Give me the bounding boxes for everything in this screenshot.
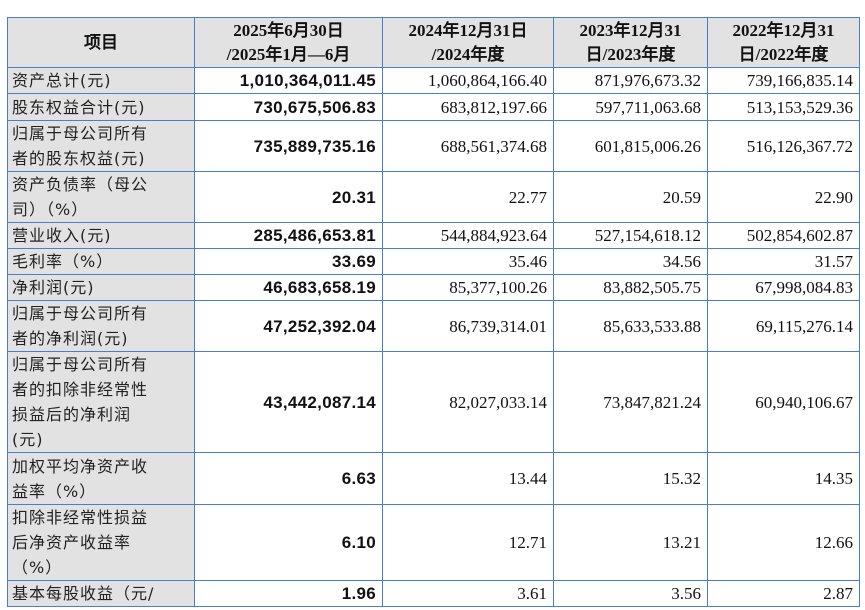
value-cell: 22.90 — [707, 171, 860, 223]
value-cell: 20.31 — [194, 171, 383, 223]
value-cell: 86,739,314.01 — [382, 300, 554, 352]
value-cell: 513,153,529.36 — [707, 93, 860, 121]
table-row: 净利润(元) 46,683,658.19 85,377,100.26 83,882,5… — [7, 274, 860, 301]
row-label: 营业收入(元) — [7, 222, 195, 249]
value-cell: 735,889,735.16 — [194, 120, 383, 172]
value-cell: 85,633,533.88 — [553, 300, 708, 352]
row-label: 净利润(元) — [7, 274, 195, 301]
value-cell: 1,010,364,011.45 — [194, 67, 383, 94]
value-cell: 34.56 — [553, 248, 708, 275]
table-row: 营业收入(元) 285,486,653.81 544,884,923.64 527,1… — [7, 222, 860, 249]
table-row: 基本每股收益（元/1.96 3.61 3.56 2.87 — [7, 580, 860, 607]
value-cell: 13.21 — [553, 504, 708, 581]
row-label: 归属于母公司所有 者的净利润(元) — [7, 300, 195, 352]
value-cell: 2.87 — [707, 580, 860, 607]
value-cell: 601,815,006.26 — [553, 120, 708, 172]
header-label: 2023年12月31 日/2023年度 — [579, 20, 682, 64]
value-cell: 14.35 — [707, 452, 860, 505]
value-cell: 33.69 — [194, 248, 383, 275]
table-row: 资产总计(元) 1,010,364,011.45 1,060,864,166.40 8… — [7, 67, 860, 94]
row-label: 扣除非经常性损益 后净资产收益率 （%） — [7, 504, 195, 581]
value-cell: 15.32 — [553, 452, 708, 505]
row-label: 基本每股收益（元/ — [7, 580, 195, 607]
header-2024: 2024年12月31日 /2024年度 — [382, 17, 554, 68]
value-cell: 47,252,392.04 — [194, 300, 383, 352]
value-cell: 82,027,033.14 — [382, 351, 554, 453]
header-item: 项目 — [7, 17, 195, 68]
row-label: 加权平均净资产收 益率（%） — [7, 452, 195, 505]
value-cell: 20.59 — [553, 171, 708, 223]
header-label: 项目 — [84, 32, 118, 52]
table-header-row: 项目 2025年6月30日 /2025年1月—6月 2024年12月31日 /2… — [7, 17, 860, 68]
row-label: 归属于母公司所有 者的股东权益(元) — [7, 120, 195, 172]
value-cell: 67,998,084.83 — [707, 274, 860, 301]
value-cell: 516,126,367.72 — [707, 120, 860, 172]
table-row: 归属于母公司所有 者的净利润(元) 47,252,392.04 86,739,314… — [7, 300, 860, 352]
value-cell: 688,561,374.68 — [382, 120, 554, 172]
row-label: 归属于母公司所有 者的扣除非经常性 损益后的净利润 (元) — [7, 351, 195, 453]
financial-summary-table: 项目 2025年6月30日 /2025年1月—6月 2024年12月31日 /2… — [7, 17, 860, 607]
value-cell: 12.71 — [382, 504, 554, 581]
header-2025h1: 2025年6月30日 /2025年1月—6月 — [194, 17, 383, 68]
value-cell: 3.61 — [382, 580, 554, 607]
value-cell: 6.63 — [194, 452, 383, 505]
value-cell: 683,812,197.66 — [382, 93, 554, 121]
value-cell: 83,882,505.75 — [553, 274, 708, 301]
row-label: 资产总计(元) — [7, 67, 195, 94]
value-cell: 69,115,276.14 — [707, 300, 860, 352]
value-cell: 85,377,100.26 — [382, 274, 554, 301]
table-row: 扣除非经常性损益 后净资产收益率 （%） 6.10 12.71 13.21 12.66 — [7, 504, 860, 581]
row-label: 资产负债率（母公 司）（%） — [7, 171, 195, 223]
value-cell: 1.96 — [194, 580, 383, 607]
header-label: 2024年12月31日 /2024年度 — [408, 20, 528, 64]
value-cell: 739,166,835.14 — [707, 67, 860, 94]
value-cell: 35.46 — [382, 248, 554, 275]
value-cell: 6.10 — [194, 504, 383, 581]
value-cell: 60,940,106.67 — [707, 351, 860, 453]
table-row: 归属于母公司所有 者的扣除非经常性 损益后的净利润 (元) 43,442,087.… — [7, 351, 860, 453]
value-cell: 22.77 — [382, 171, 554, 223]
header-2023: 2023年12月31 日/2023年度 — [553, 17, 708, 68]
value-cell: 73,847,821.24 — [553, 351, 708, 453]
value-cell: 1,060,864,166.40 — [382, 67, 554, 94]
row-label: 毛利率（%） — [7, 248, 195, 275]
value-cell: 544,884,923.64 — [382, 222, 554, 249]
value-cell: 3.56 — [553, 580, 708, 607]
row-label: 股东权益合计(元) — [7, 93, 195, 121]
value-cell: 285,486,653.81 — [194, 222, 383, 249]
table-row: 资产负债率（母公 司）（%） 20.31 22.77 20.59 22.90 — [7, 171, 860, 223]
value-cell: 597,711,063.68 — [553, 93, 708, 121]
value-cell: 502,854,602.87 — [707, 222, 860, 249]
value-cell: 31.57 — [707, 248, 860, 275]
header-label: 2022年12月31 日/2022年度 — [732, 20, 835, 64]
header-2022: 2022年12月31 日/2022年度 — [707, 17, 860, 68]
table-row: 毛利率（%） 33.69 35.46 34.56 31.57 — [7, 248, 860, 275]
table-row: 归属于母公司所有 者的股东权益(元) 735,889,735.16 688,561,… — [7, 120, 860, 172]
value-cell: 871,976,673.32 — [553, 67, 708, 94]
value-cell: 527,154,618.12 — [553, 222, 708, 249]
value-cell: 730,675,506.83 — [194, 93, 383, 121]
table-row: 加权平均净资产收 益率（%） 6.63 13.44 15.32 14.35 — [7, 452, 860, 505]
value-cell: 13.44 — [382, 452, 554, 505]
value-cell: 12.66 — [707, 504, 860, 581]
value-cell: 46,683,658.19 — [194, 274, 383, 301]
value-cell: 43,442,087.14 — [194, 351, 383, 453]
header-label: 2025年6月30日 /2025年1月—6月 — [226, 20, 351, 64]
table-row: 股东权益合计(元) 730,675,506.83 683,812,197.66 597… — [7, 93, 860, 121]
